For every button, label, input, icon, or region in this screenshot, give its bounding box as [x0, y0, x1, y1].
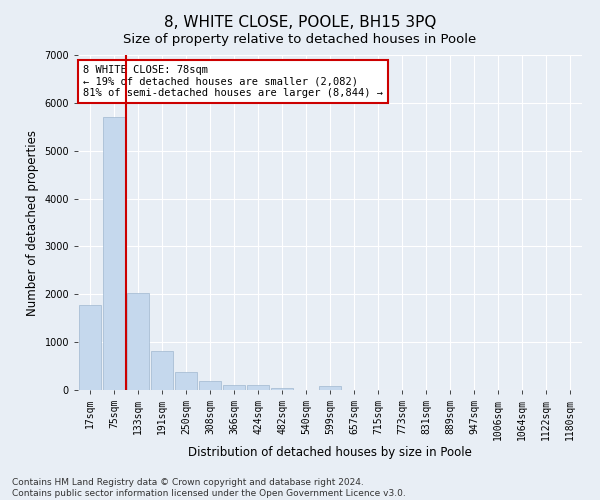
- Y-axis label: Number of detached properties: Number of detached properties: [26, 130, 39, 316]
- Bar: [79, 305, 101, 390]
- X-axis label: Distribution of detached houses by size in Poole: Distribution of detached houses by size …: [188, 446, 472, 458]
- Text: 8, WHITE CLOSE, POOLE, BH15 3PQ: 8, WHITE CLOSE, POOLE, BH15 3PQ: [164, 15, 436, 30]
- Bar: [175, 372, 197, 390]
- Bar: [247, 386, 269, 390]
- Text: Contains HM Land Registry data © Crown copyright and database right 2024.
Contai: Contains HM Land Registry data © Crown c…: [12, 478, 406, 498]
- Bar: [151, 351, 173, 390]
- Bar: [319, 386, 341, 390]
- Bar: [223, 385, 245, 390]
- Text: 8 WHITE CLOSE: 78sqm
← 19% of detached houses are smaller (2,082)
81% of semi-de: 8 WHITE CLOSE: 78sqm ← 19% of detached h…: [83, 65, 383, 98]
- Bar: [271, 388, 293, 390]
- Bar: [103, 117, 125, 390]
- Bar: [127, 293, 149, 390]
- Text: Size of property relative to detached houses in Poole: Size of property relative to detached ho…: [124, 32, 476, 46]
- Bar: [199, 381, 221, 390]
